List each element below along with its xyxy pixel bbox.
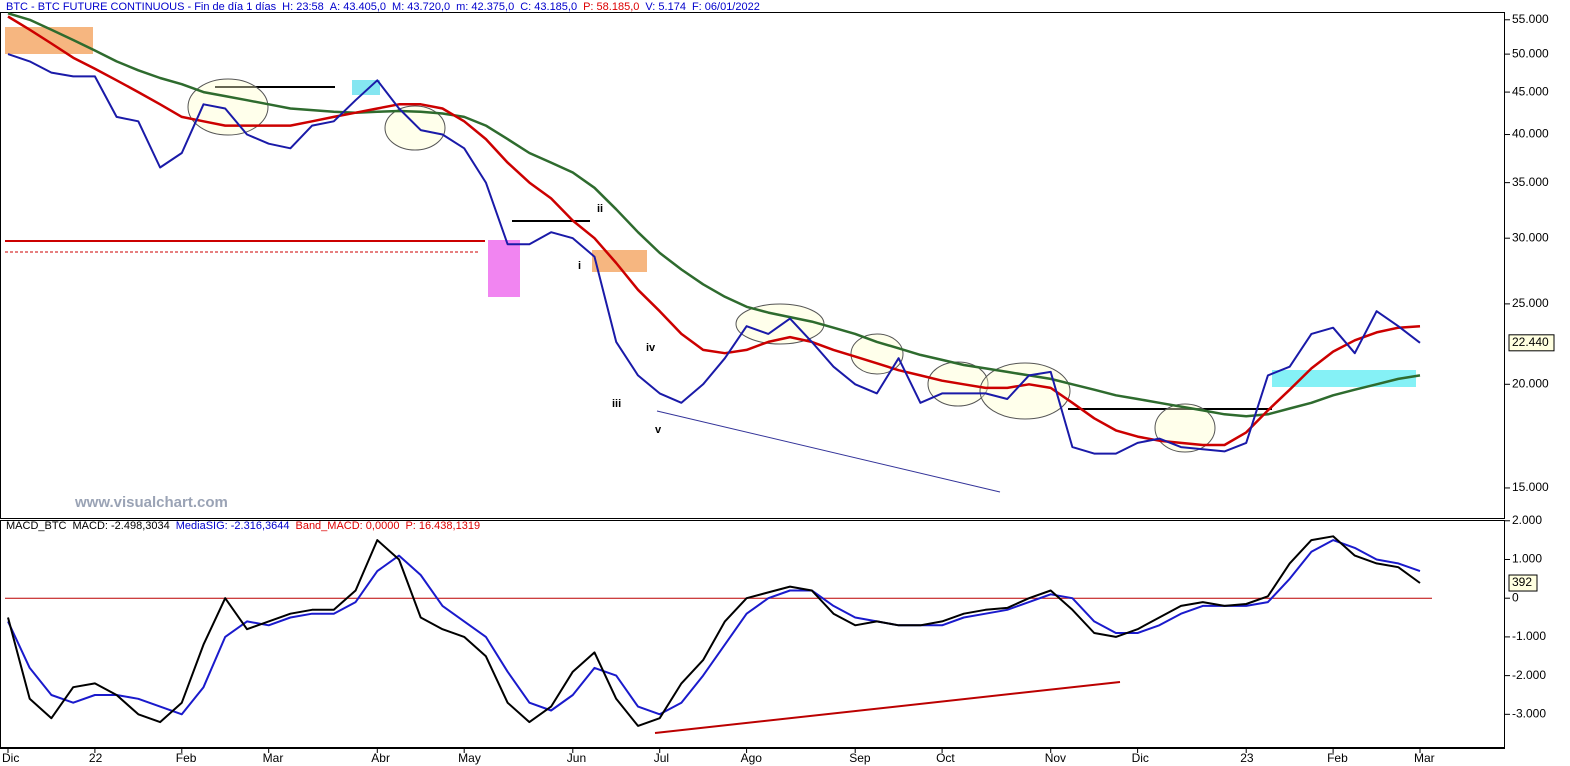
y-tick-label: 45.000	[1512, 84, 1549, 98]
y-tick-label: 30.000	[1512, 230, 1549, 244]
panel-header: BTC - BTC FUTURE CONTINUOUS - Fin de día…	[6, 1, 760, 13]
header-item: C: 43.185,0	[520, 1, 577, 13]
y-tick-label: 25.000	[1512, 296, 1549, 310]
y-tick-label: 1.000	[1512, 552, 1542, 566]
y-tick-label: 50.000	[1512, 46, 1549, 60]
y-tick-label: -2.000	[1512, 668, 1546, 682]
annotation: iv	[646, 342, 656, 354]
annotation: i	[578, 260, 581, 272]
header-item: A: 43.405,0	[330, 1, 386, 13]
x-tick-label: Jul	[654, 751, 669, 765]
y-tick-label: 55.000	[1512, 12, 1549, 26]
last-value-label: 392	[1512, 575, 1532, 589]
series-line	[7, 535, 1421, 727]
header-item: H: 23:58	[282, 1, 324, 13]
header-item: P: 58.185,0	[583, 1, 639, 13]
x-tick-label: 22	[89, 751, 103, 765]
x-tick-label: Feb	[176, 751, 197, 765]
y-tick-label: 0	[1512, 590, 1519, 604]
header-item: F: 06/01/2022	[692, 1, 760, 13]
wave-labels: i ii iii iv v	[578, 203, 662, 436]
y-tick-label: 40.000	[1512, 127, 1549, 141]
annotation: iii	[612, 398, 621, 410]
y-tick-label: -3.000	[1512, 706, 1546, 720]
header-item: MediaSIG: -2.316,3644	[176, 520, 290, 532]
x-tick-label: Ago	[741, 751, 763, 765]
header-item: P: 16.438,1319	[405, 520, 480, 532]
annotation: v	[655, 424, 662, 436]
x-tick-label: Mar	[1414, 751, 1435, 765]
x-tick-label: Oct	[936, 751, 955, 765]
watermark: www.visualchart.com	[74, 494, 228, 511]
y-tick-label: 20.000	[1512, 376, 1549, 390]
x-tick-label: Abr	[371, 751, 390, 765]
annotation: ii	[597, 203, 603, 215]
last-value-box	[1508, 334, 1555, 352]
trend-line	[654, 681, 1121, 734]
series-line	[7, 15, 1421, 447]
x-tick-label: Mar	[263, 751, 284, 765]
y-tick-label: 2.000	[1512, 513, 1542, 527]
header-item: BTC - BTC FUTURE CONTINUOUS - Fin de día…	[6, 1, 277, 13]
panel-header: MACD_BTC MACD: -2.498,3034 MediaSIG: -2.31…	[6, 520, 480, 532]
x-tick-label: 23	[1240, 751, 1254, 765]
price-panel	[0, 12, 1505, 519]
header-item: m: 42.375,0	[456, 1, 514, 13]
header-item: MACD: -2.498,3034	[73, 520, 170, 532]
series-line	[7, 12, 1421, 418]
header-item: V: 5.174	[645, 1, 686, 13]
zone	[488, 240, 520, 297]
y-tick-label: -1.000	[1512, 629, 1546, 643]
x-tick-label: May	[458, 751, 481, 765]
x-tick-label: Sep	[849, 751, 871, 765]
header-item: MACD_BTC	[6, 520, 67, 532]
x-tick-label: Nov	[1045, 751, 1066, 765]
y-tick-label: 35.000	[1512, 175, 1549, 189]
last-value-label: 22.440	[1512, 335, 1549, 349]
last-value-box	[1508, 574, 1538, 592]
series-line	[7, 53, 1421, 455]
header-item: Band_MACD: 0,0000	[295, 520, 399, 532]
y-tick-label: 15.000	[1512, 480, 1549, 494]
header-item: M: 43.720,0	[392, 1, 450, 13]
macd-panel	[0, 520, 1505, 748]
trend-line	[656, 410, 1001, 493]
x-tick-label: Dic	[1132, 751, 1149, 765]
x-tick-label: Feb	[1327, 751, 1348, 765]
zone	[592, 250, 647, 272]
x-tick-label: Dic	[2, 751, 19, 765]
x-tick-label: Jun	[567, 751, 586, 765]
